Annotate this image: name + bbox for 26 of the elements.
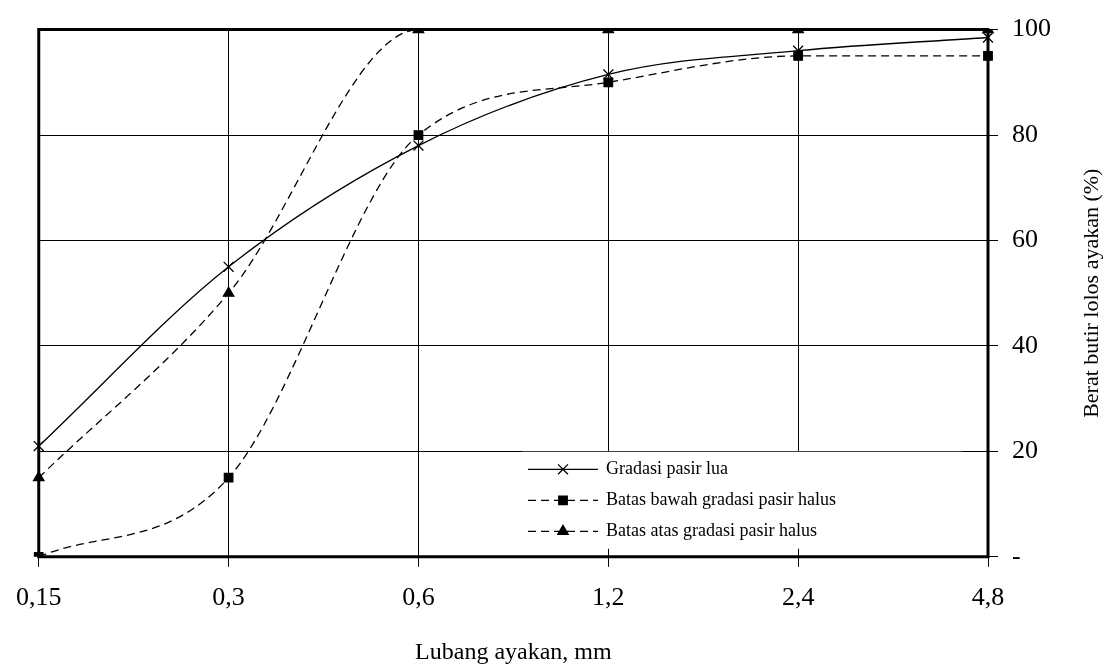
point [223,472,234,483]
point [223,261,235,273]
y-tick-label: 100 [1012,13,1051,43]
x-tick-label: 0,6 [402,582,435,612]
x-tick-label: 2,4 [781,582,815,612]
x-tick-label: 1,2 [592,582,625,612]
x-tick-label: 4,8 [971,582,1005,612]
x-axis-title: Lubang ayakan, mm [415,638,613,665]
point [602,68,614,81]
point [33,440,45,452]
point [222,286,235,297]
point [603,77,614,88]
y-axis-title: Berat butir lolos ayakan (%) [1077,168,1103,418]
x-tick-label: 0,15 [16,582,62,612]
legend-label: Gradasi pasir lua [606,458,728,479]
y-tick-label: 40 [1012,329,1038,359]
y-tick-label: 20 [1012,435,1038,465]
point [412,139,425,152]
legend-label: Batas bawah gradasi pasir halus [606,489,836,510]
point [413,130,424,140]
legend-label: Batas atas gradasi pasir halus [606,520,817,541]
x-tick-label: 0,3 [212,582,245,612]
y-tick-label: 80 [1012,118,1038,148]
y-tick-label: 60 [1012,224,1038,254]
point [792,45,804,57]
y-tick-label: - [1012,540,1021,570]
